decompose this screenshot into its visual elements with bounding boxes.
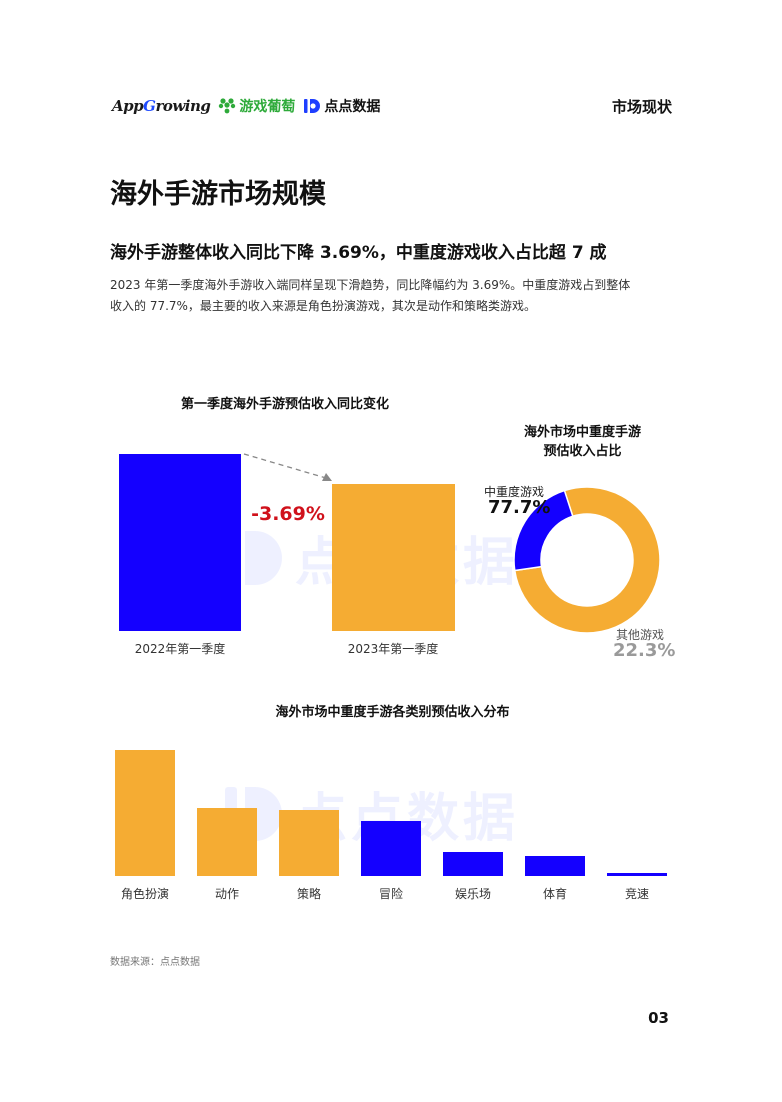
category-bar [279,810,339,876]
donut-slice-value: 77.7% [488,497,551,518]
body-line: 收入的 77.7%，最主要的收入来源是角色扮演游戏，其次是动作和策略类游戏。 [110,299,536,313]
category-bar [361,821,421,876]
section-label: 市场现状 [611,98,672,116]
appgrowing-logo: AppGrowing [112,97,211,115]
diandian-logo: 点点数据 [303,96,380,116]
diandian-icon [304,99,321,113]
body-paragraph: 2023 年第一季度海外手游收入端同样呈现下滑趋势，同比降幅约为 3.69%。中… [110,275,675,317]
logo-group: AppGrowing 游戏葡萄 点点数据 [112,90,380,122]
chart1-bar-2023 [332,484,455,631]
category-bar [115,750,175,876]
sub-headline: 海外手游整体收入同比下降 3.69%，中重度游戏收入占比超 7 成 [110,243,607,263]
category-label: 角色扮演 [120,887,169,901]
donut-slice [513,486,661,634]
page-header: AppGrowing 游戏葡萄 点点数据 市场现状 [112,90,672,122]
chart1-category-label: 2023年第一季度 [347,642,439,656]
grape-logo-text: 游戏葡萄 [239,99,296,115]
category-label: 策略 [296,887,321,901]
body-line: 2023 年第一季度海外手游收入端同样呈现下滑趋势，同比降幅约为 3.69%。中… [110,278,631,292]
donut-title: 海外市场中重度手游 预估收入占比 [495,423,670,461]
category-label: 竞速 [624,887,649,901]
chart1-change-annotation: -3.69% [251,503,325,525]
category-label: 体育 [542,887,567,901]
category-bar [197,808,257,876]
donut-chart [513,486,661,634]
category-label: 冒险 [378,887,403,901]
data-source: 数据来源：点点数据 [110,957,200,968]
donut-slice [513,489,574,572]
chart1-bar-2022 [119,454,241,631]
category-label: 动作 [214,887,239,901]
donut-slice-label: 中重度游戏 [484,485,545,499]
chart1-category-label: 2022年第一季度 [134,642,226,656]
donut-slice-label: 其他游戏 [616,628,665,642]
donut-title-line: 预估收入占比 [543,444,622,459]
grape-logo: 游戏葡萄 [218,96,295,116]
donut-title-line: 海外市场中重度手游 [523,425,641,440]
category-bar-chart: 角色扮演 动作 策略 冒险 娱乐场 体育 竞速 [110,730,675,910]
category-bar [607,873,667,876]
grape-icon [219,98,236,114]
diandian-logo-text: 点点数据 [324,99,381,115]
category-bar [525,856,585,876]
category-label: 娱乐场 [454,887,491,901]
page-title: 海外手游市场规模 [110,179,326,210]
page-number: 03 [648,1009,669,1027]
chart1-title: 第一季度海外手游预估收入同比变化 [180,397,389,412]
chart3-title: 海外市场中重度手游各类别预估收入分布 [275,705,510,720]
change-arrow-icon [243,453,332,481]
donut-slice-value: 22.3% [613,640,676,661]
category-bar [443,852,503,876]
